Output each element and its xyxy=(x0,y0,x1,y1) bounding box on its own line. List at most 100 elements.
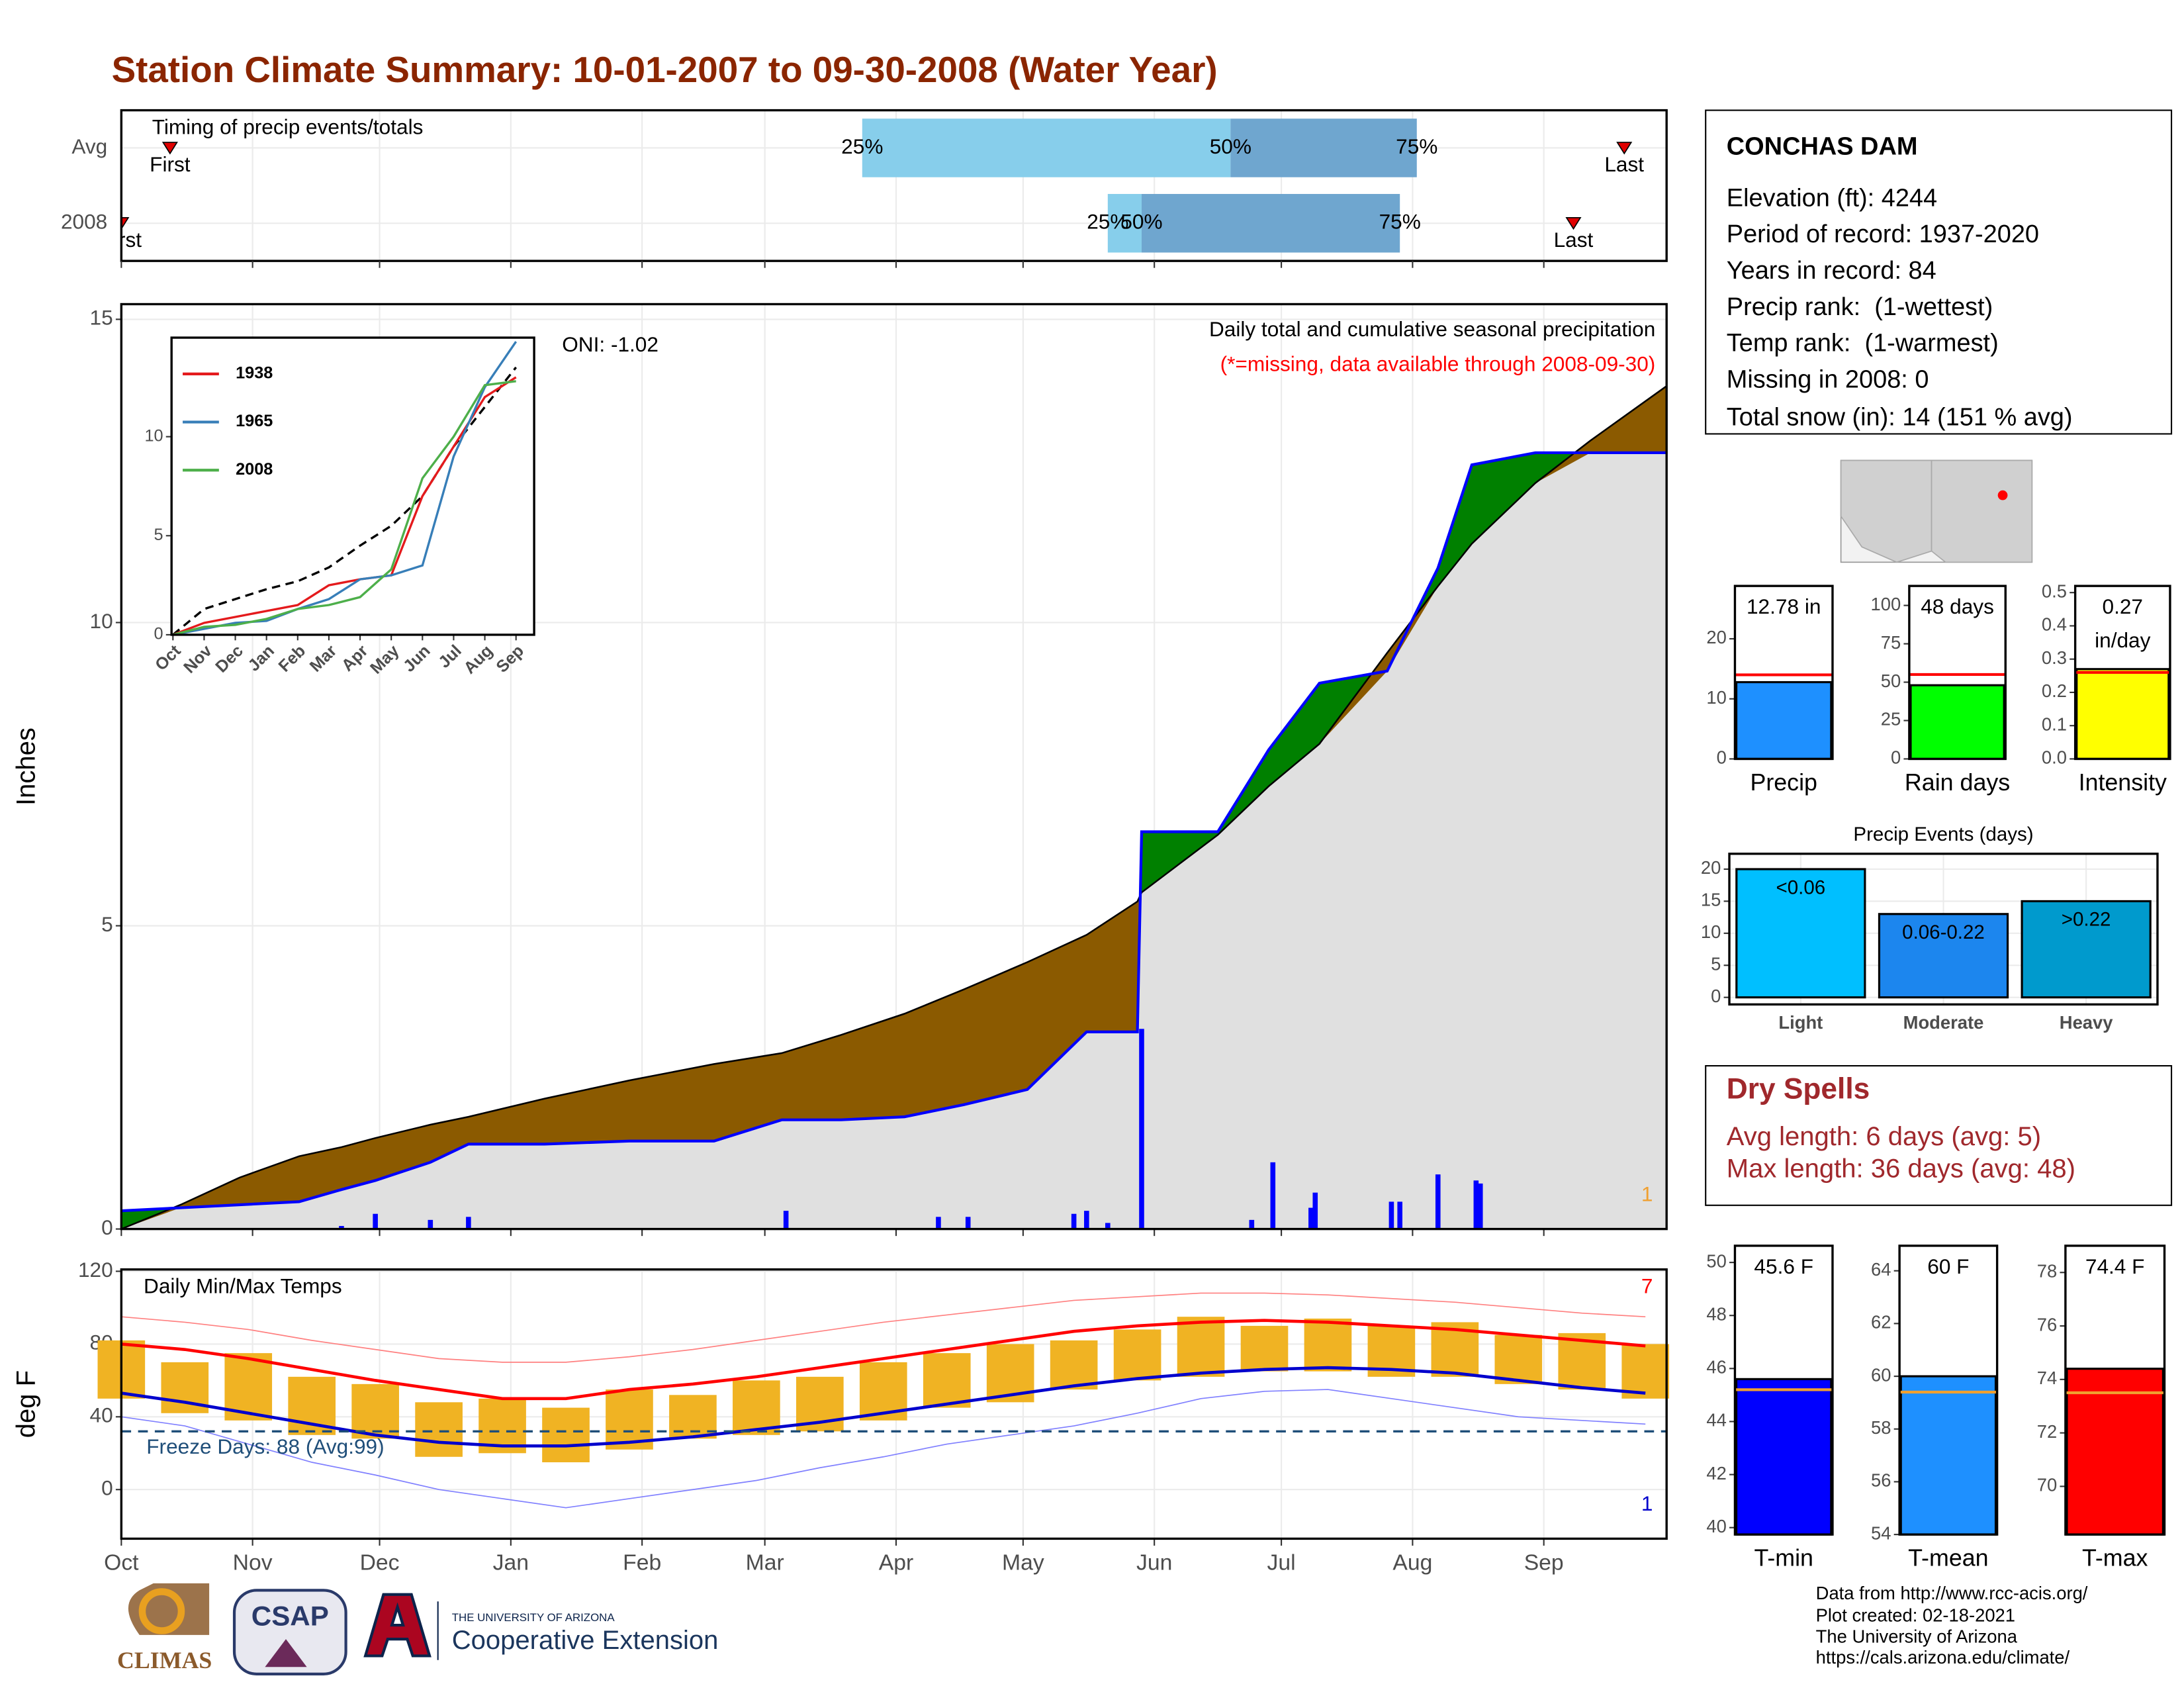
panel-border xyxy=(2073,585,2171,761)
legend-label: 2008 xyxy=(236,460,273,479)
y-tick-label: 120 xyxy=(78,1258,113,1282)
bar xyxy=(2075,668,2170,761)
daily-bar xyxy=(1084,1211,1089,1229)
temp-range-bar xyxy=(1494,1335,1543,1384)
panel-border xyxy=(1898,1244,1999,1536)
y-tick-label: 64 xyxy=(1871,1259,1891,1280)
record-high-line xyxy=(121,1292,1646,1363)
y-tick-label: 42 xyxy=(1706,1463,1726,1483)
footer-line: The University of Arizona xyxy=(1816,1626,2018,1646)
temp-range-bar xyxy=(415,1402,463,1457)
daily-bar xyxy=(783,1211,789,1229)
y-tick-label: 46 xyxy=(1706,1357,1726,1378)
logo-text: CSAP xyxy=(251,1601,329,1632)
bar xyxy=(1878,913,2009,999)
daily-bar xyxy=(1249,1219,1255,1229)
x-tick-label: Aug xyxy=(1392,1550,1432,1575)
y-tick-label: 54 xyxy=(1871,1523,1891,1543)
range-bar xyxy=(862,118,1231,177)
range-bar xyxy=(1141,194,1400,253)
y-tick-label: 10 xyxy=(1701,921,1721,942)
event-label: Last xyxy=(1554,228,1594,252)
y-tick-label: 0 xyxy=(101,1476,113,1500)
y-tick-label: 100 xyxy=(1871,594,1901,614)
bar xyxy=(1735,1378,1833,1536)
x-tick-label: Jan xyxy=(493,1550,529,1575)
station-line: Missing in 2008: 0 xyxy=(1727,365,1929,393)
page-title: Station Climate Summary: 10-01-2007 to 0… xyxy=(112,49,1218,90)
event-label: First xyxy=(101,228,142,252)
range-bar xyxy=(1230,118,1417,177)
corner-label: 1 xyxy=(1641,1491,1653,1515)
y-tick-label: 75 xyxy=(1881,632,1901,653)
y-tick-label: 40 xyxy=(90,1403,113,1427)
footer-line: Data from http://www.rcc-acis.org/ xyxy=(1816,1583,2088,1603)
event-marker xyxy=(1565,216,1582,230)
y-tick-label: 0 xyxy=(101,1215,113,1239)
bar xyxy=(1899,1375,1997,1536)
event-label: Last xyxy=(1604,152,1644,176)
legend-label: 1965 xyxy=(236,412,273,430)
temp-range-bar xyxy=(542,1407,590,1463)
station-line: Total snow (in): 14 (151 % avg) xyxy=(1727,403,2073,431)
footer-line: https://cals.arizona.edu/climate/ xyxy=(1816,1647,2070,1667)
daily-bar xyxy=(339,1226,344,1229)
y-tick-label: 10 xyxy=(1706,687,1726,708)
x-tick-label: Moderate xyxy=(1903,1012,1984,1033)
panel-border xyxy=(120,1268,1668,1540)
quantile-label: 25% xyxy=(1087,210,1128,234)
y-tick-label: 5 xyxy=(101,912,113,936)
bar xyxy=(1909,684,2005,761)
bar-label: >0.22 xyxy=(2062,909,2111,931)
value-label: 0.27 xyxy=(2103,594,2144,618)
y-tick-label: 10 xyxy=(144,426,163,445)
y-tick-label: 62 xyxy=(1871,1312,1891,1333)
y-tick-label: 74 xyxy=(2037,1368,2057,1388)
daily-bar xyxy=(965,1217,971,1229)
y-tick-label: 40 xyxy=(1706,1516,1726,1536)
freeze-label: Freeze Days: 88 (Avg:99) xyxy=(146,1434,384,1458)
daily-bar xyxy=(1139,1029,1144,1229)
locator-map xyxy=(1840,459,2033,563)
panel-title: Timing of precip events/totals xyxy=(152,115,424,138)
x-axis-label: Rain days xyxy=(1905,769,2010,796)
y-tick-label: 44 xyxy=(1706,1410,1726,1430)
daily-bar xyxy=(1312,1192,1318,1229)
y-tick-label: 0.0 xyxy=(2042,747,2067,768)
series-line xyxy=(172,341,518,636)
x-axis-label: T-min xyxy=(1754,1545,1813,1571)
x-tick-label: Apr xyxy=(879,1550,913,1575)
bar xyxy=(2021,900,2152,999)
legend-label: 1938 xyxy=(236,364,273,383)
y-tick-label: 78 xyxy=(2037,1261,2057,1282)
station-box xyxy=(1705,109,2173,435)
cumulative-line xyxy=(121,451,1667,1213)
panel-border xyxy=(1733,1244,1834,1536)
corner-label: 7 xyxy=(1641,1274,1653,1297)
daily-bar xyxy=(373,1213,378,1229)
dry-spells-box xyxy=(1705,1065,2173,1206)
x-axis-label: Intensity xyxy=(2079,769,2167,796)
y-tick-label: 5 xyxy=(1711,953,1721,974)
x-tick-label: Nov xyxy=(233,1550,273,1575)
x-tick-label: Dec xyxy=(360,1550,400,1575)
x-tick-label: Oct xyxy=(104,1550,139,1575)
temp-range-bar xyxy=(923,1353,971,1408)
daily-bar xyxy=(1397,1201,1402,1229)
value-label: 60 F xyxy=(1927,1254,1969,1278)
y-tick-label: 50 xyxy=(1706,1250,1726,1271)
station-line: Years in record: 84 xyxy=(1727,257,1936,285)
value-label: in/day xyxy=(2095,628,2151,652)
station-name: CONCHAS DAM xyxy=(1727,132,1918,160)
y-tick-label: 15 xyxy=(90,306,113,330)
x-tick-label: Mar xyxy=(746,1550,784,1575)
temp-range-bar xyxy=(733,1380,780,1435)
panel-border xyxy=(2064,1244,2166,1536)
temp-range-bar xyxy=(351,1383,399,1439)
station-line: Temp rank: (1-warmest) xyxy=(1727,330,1999,357)
x-axis-label: Precip xyxy=(1750,769,1817,796)
daily-bar xyxy=(1071,1213,1077,1229)
temp-range-bar xyxy=(1113,1329,1161,1381)
